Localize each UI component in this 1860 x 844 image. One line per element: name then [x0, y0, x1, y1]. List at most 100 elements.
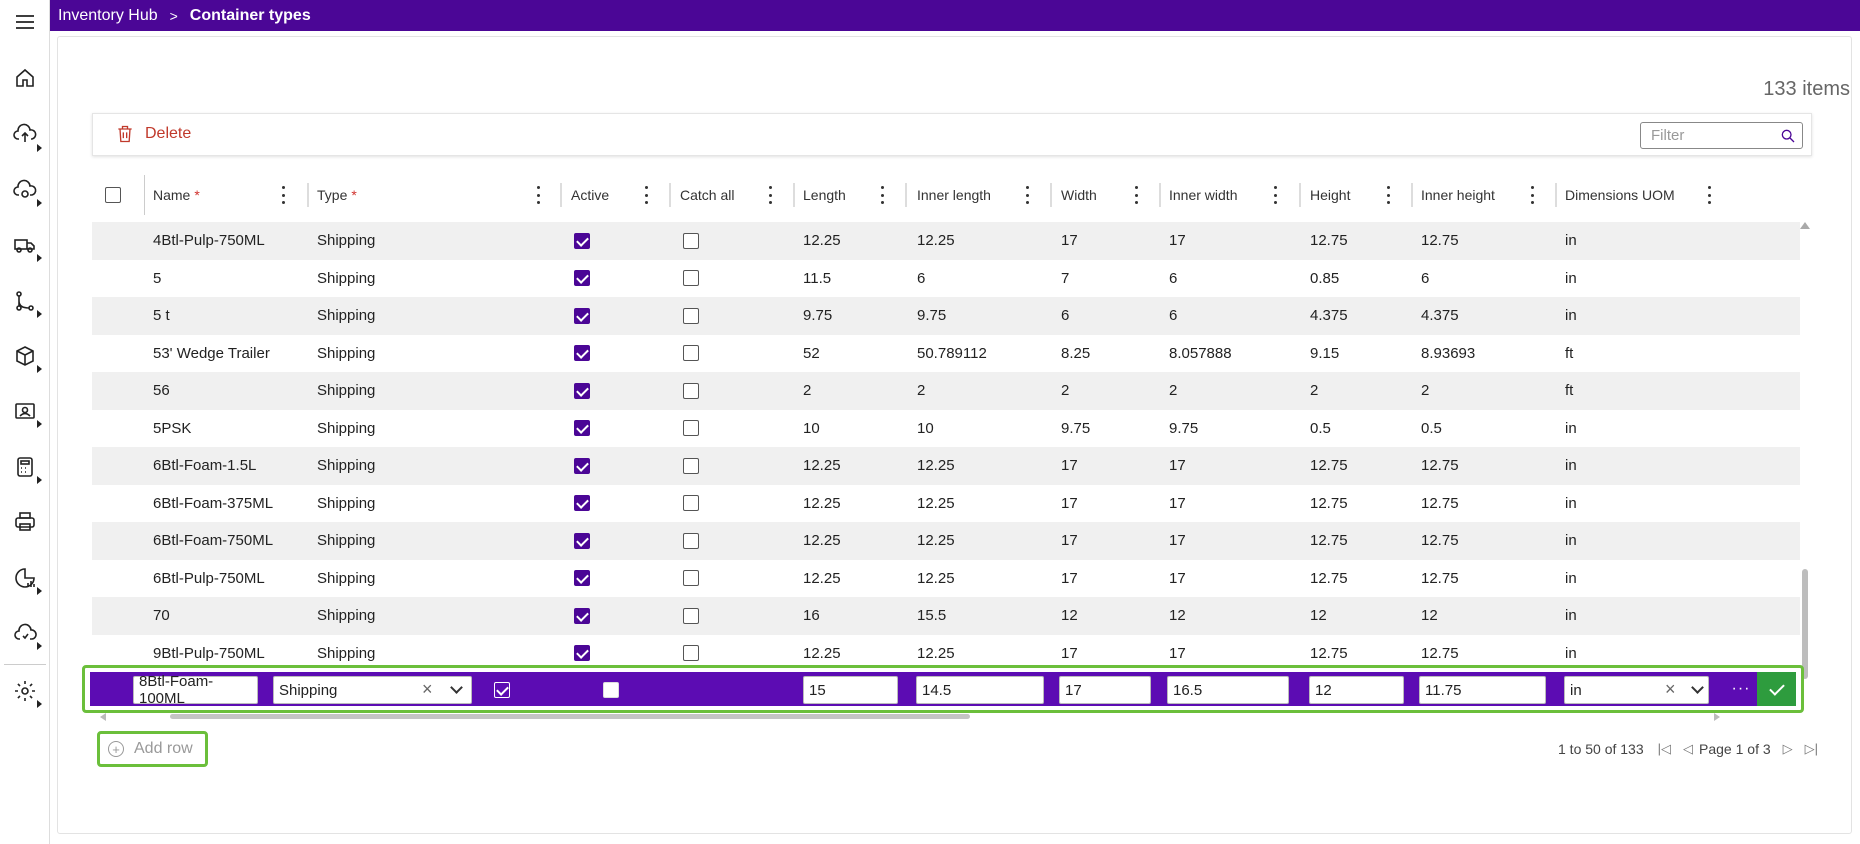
catch-all-checkbox[interactable]: [683, 270, 699, 287]
expand-caret-icon[interactable]: [37, 700, 42, 708]
expand-caret-icon[interactable]: [37, 365, 42, 373]
calculator-icon[interactable]: [0, 447, 50, 487]
add-row-button[interactable]: + Add row: [97, 731, 208, 767]
active-checkbox[interactable]: [574, 270, 590, 287]
expand-caret-icon[interactable]: [37, 476, 42, 484]
table-row[interactable]: 5PSK Shipping 10 10 9.75 9.75 0.5 0.5 in: [92, 410, 1800, 448]
horizontal-scrollbar[interactable]: [100, 713, 1720, 721]
table-row[interactable]: 70 Shipping 16 15.5 12 12 12 12 in: [92, 597, 1800, 635]
inner-width-input[interactable]: 16.5: [1167, 676, 1289, 704]
kebab-icon[interactable]: [644, 186, 648, 204]
catch-all-checkbox[interactable]: [683, 532, 699, 549]
uom-select[interactable]: in ×: [1564, 676, 1709, 704]
column-header-inner-length[interactable]: Inner length: [917, 175, 991, 215]
cloud-icon[interactable]: [0, 613, 50, 653]
save-row-button[interactable]: [1757, 672, 1796, 706]
expand-caret-icon[interactable]: [37, 642, 42, 650]
active-checkbox[interactable]: [574, 307, 590, 324]
table-row[interactable]: 4Btl-Pulp-750ML Shipping 12.25 12.25 17 17 12.…: [92, 222, 1800, 260]
previous-page-icon[interactable]: ◁: [1683, 741, 1694, 756]
column-header-inner-height[interactable]: Inner height: [1421, 175, 1495, 215]
column-resize-handle[interactable]: [1555, 183, 1557, 207]
active-checkbox[interactable]: [574, 645, 590, 662]
clear-icon[interactable]: ×: [1665, 679, 1676, 699]
expand-caret-icon[interactable]: [37, 199, 42, 207]
active-checkbox[interactable]: [574, 382, 590, 399]
kebab-icon[interactable]: [536, 186, 540, 204]
delete-button[interactable]: Delete: [115, 124, 191, 144]
catch-all-checkbox[interactable]: [683, 420, 699, 437]
catch-all-checkbox[interactable]: [683, 645, 699, 662]
search-icon[interactable]: [1780, 128, 1796, 144]
column-resize-handle[interactable]: [1411, 183, 1413, 207]
column-header-name[interactable]: Name *: [153, 175, 200, 215]
active-checkbox[interactable]: [574, 420, 590, 437]
column-resize-handle[interactable]: [1299, 183, 1301, 207]
catch-all-checkbox[interactable]: [683, 232, 699, 249]
column-resize-handle[interactable]: [1159, 183, 1161, 207]
active-checkbox[interactable]: [574, 232, 590, 249]
truck-icon[interactable]: [0, 225, 50, 265]
box-icon[interactable]: [0, 336, 50, 376]
catch-all-checkbox[interactable]: [683, 457, 699, 474]
catch-all-checkbox[interactable]: [683, 607, 699, 624]
expand-caret-icon[interactable]: [37, 310, 42, 318]
column-resize-handle[interactable]: [560, 183, 562, 207]
column-header-inner-width[interactable]: Inner width: [1169, 175, 1237, 215]
catch-all-checkbox[interactable]: [683, 382, 699, 399]
kebab-icon[interactable]: [281, 186, 285, 204]
table-row[interactable]: 53' Wedge Trailer Shipping 52 50.789112 8.25…: [92, 335, 1800, 373]
scrollbar-thumb[interactable]: [1802, 569, 1808, 679]
expand-caret-icon[interactable]: [37, 144, 42, 152]
active-checkbox[interactable]: [574, 457, 590, 474]
next-page-icon[interactable]: ▷: [1782, 741, 1793, 756]
name-input[interactable]: 8Btl-Foam-100ML: [133, 673, 258, 707]
column-resize-handle[interactable]: [793, 183, 795, 207]
active-checkbox[interactable]: [574, 495, 590, 512]
inner-height-input[interactable]: 11.75: [1419, 676, 1546, 704]
table-row[interactable]: 6Btl-Foam-375ML Shipping 12.25 12.25 17 17 12.…: [92, 485, 1800, 523]
kebab-icon[interactable]: [1707, 186, 1711, 204]
type-select[interactable]: Shipping ×: [273, 676, 472, 704]
catch-all-checkbox[interactable]: [683, 307, 699, 324]
column-resize-handle[interactable]: [905, 183, 907, 207]
kebab-icon[interactable]: [1386, 186, 1390, 204]
table-row[interactable]: 56 Shipping 2 2 2 2 2 2 ft: [92, 372, 1800, 410]
workflow-icon[interactable]: [0, 281, 50, 321]
column-header-catch-all[interactable]: Catch all: [680, 175, 734, 215]
column-header-length[interactable]: Length: [803, 175, 846, 215]
last-page-icon[interactable]: ▷|: [1804, 741, 1819, 756]
inner-length-input[interactable]: 14.5: [916, 676, 1044, 704]
table-row[interactable]: 5 t Shipping 9.75 9.75 6 6 4.375 4.375 in: [92, 297, 1800, 335]
settings-icon[interactable]: [0, 671, 50, 711]
chevron-down-icon[interactable]: [1691, 681, 1704, 694]
column-resize-handle[interactable]: [1050, 183, 1052, 207]
home-icon[interactable]: [0, 58, 50, 98]
catch-all-checkbox[interactable]: [683, 345, 699, 362]
id-card-icon[interactable]: [0, 391, 50, 431]
upload-icon[interactable]: [0, 114, 50, 154]
report-icon[interactable]: [0, 558, 50, 598]
active-checkbox[interactable]: [574, 345, 590, 362]
kebab-icon[interactable]: [1134, 186, 1138, 204]
active-checkbox[interactable]: [574, 532, 590, 549]
catch-all-checkbox[interactable]: [683, 495, 699, 512]
kebab-icon[interactable]: [880, 186, 884, 204]
column-header-width[interactable]: Width: [1061, 175, 1097, 215]
kebab-icon[interactable]: [1530, 186, 1534, 204]
menu-icon[interactable]: [0, 2, 50, 42]
scrollbar-thumb[interactable]: [170, 714, 970, 719]
column-header-active[interactable]: Active: [571, 175, 609, 215]
clear-icon[interactable]: ×: [422, 679, 433, 699]
table-row[interactable]: 6Btl-Pulp-750ML Shipping 12.25 12.25 17 17 12.…: [92, 560, 1800, 598]
expand-caret-icon[interactable]: [37, 420, 42, 428]
cloud-sync-icon[interactable]: [0, 170, 50, 210]
printer-icon[interactable]: [0, 502, 50, 542]
expand-caret-icon[interactable]: [37, 587, 42, 595]
breadcrumb-root[interactable]: Inventory Hub: [58, 6, 158, 24]
column-header-type[interactable]: Type *: [317, 175, 357, 215]
expand-caret-icon[interactable]: [37, 254, 42, 262]
length-input[interactable]: 15: [803, 676, 898, 704]
column-header-dimensions-uom[interactable]: Dimensions UOM: [1565, 175, 1675, 215]
width-input[interactable]: 17: [1059, 676, 1151, 704]
